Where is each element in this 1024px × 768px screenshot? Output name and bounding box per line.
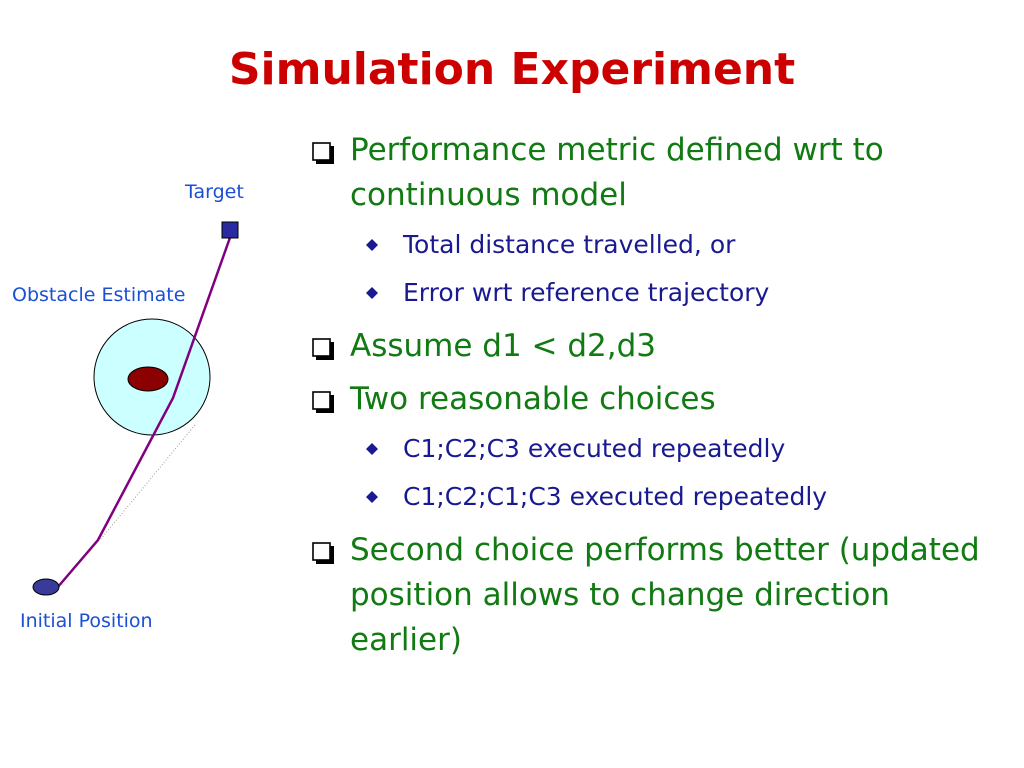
initial-position-label: Initial Position: [20, 610, 153, 632]
slide-title: Simulation Experiment: [228, 44, 796, 95]
target-marker: [221, 221, 239, 239]
sub-bullet-item: C1;C2;C3 executed repeatedly: [310, 432, 1010, 466]
trajectory-figure: Target Obstacle Estimate Initial Positio…: [0, 150, 300, 670]
diamond-bullet-icon: [366, 491, 378, 503]
checkbox-bullet-icon: [312, 338, 334, 360]
sub-bullet-text: C1;C2;C1;C3 executed repeatedly: [403, 482, 828, 511]
sub-bullet-item: C1;C2;C1;C3 executed repeatedly: [310, 480, 1010, 514]
sub-bullet-text: C1;C2;C3 executed repeatedly: [403, 434, 786, 463]
obstacle-estimate-label: Obstacle Estimate: [12, 284, 186, 306]
diamond-bullet-icon: [366, 287, 378, 299]
bullet-item: Second choice performs better (updated p…: [310, 528, 1010, 663]
obstacle: [127, 366, 169, 392]
bullet-item: Two reasonable choices: [310, 377, 1010, 422]
trajectory-path: [56, 231, 234, 589]
sub-bullet-text: Error wrt reference trajectory: [403, 278, 770, 307]
bullet-item: Performance metric defined wrt to contin…: [310, 128, 1010, 218]
bullet-item: Assume d1 < d2,d3: [310, 324, 1010, 369]
checkbox-bullet-icon: [312, 542, 334, 564]
sub-bullet-item: Error wrt reference trajectory: [310, 276, 1010, 310]
diamond-bullet-icon: [366, 443, 378, 455]
bullet-list: Performance metric defined wrt to contin…: [310, 128, 1010, 663]
bullet-text: Two reasonable choices: [350, 381, 716, 417]
reference-line: [99, 424, 196, 541]
sub-bullet-text: Total distance travelled, or: [403, 230, 736, 259]
checkbox-bullet-icon: [312, 142, 334, 164]
bullet-text: Second choice performs better (updated p…: [350, 532, 980, 658]
initial-position-marker: [32, 578, 60, 596]
target-label: Target: [185, 181, 244, 203]
diamond-bullet-icon: [366, 239, 378, 251]
trajectory-diagram: [32, 221, 239, 596]
sub-bullet-item: Total distance travelled, or: [310, 228, 1010, 262]
bullet-text: Performance metric defined wrt to contin…: [350, 132, 884, 213]
checkbox-bullet-icon: [312, 391, 334, 413]
bullet-text: Assume d1 < d2,d3: [350, 328, 657, 364]
